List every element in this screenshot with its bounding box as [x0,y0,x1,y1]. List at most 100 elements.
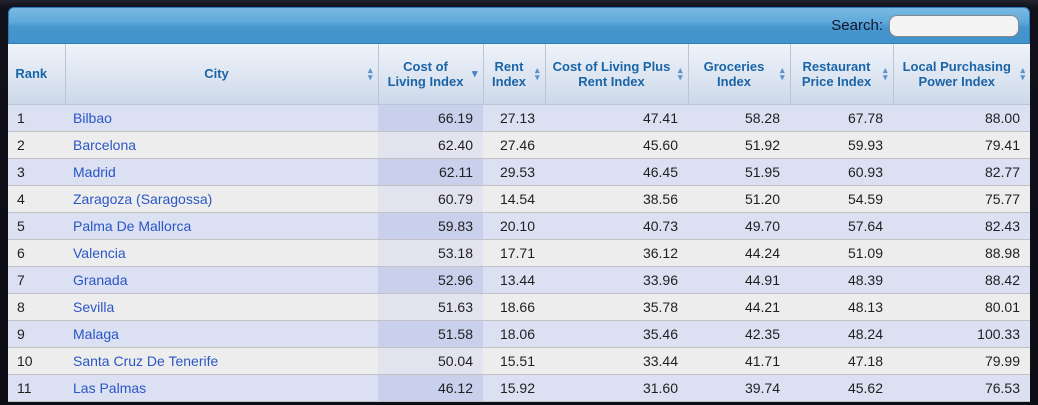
city-link[interactable]: Zaragoza (Saragossa) [73,190,213,207]
table-toolbar: Search: [8,7,1030,44]
city-cell: Santa Cruz De Tenerife [65,347,378,375]
datatable-container: Search: Rank City ▴ ▾ Cost of Living Index ▾ R… [8,7,1030,402]
value-cell: 82.77 [893,158,1030,186]
table-row: 8 Sevilla 51.63 18.66 35.78 44.21 48.13 80.01 [8,293,1030,321]
value-cell: 41.71 [688,347,790,375]
value-cell: 75.77 [893,185,1030,213]
value-cell: 48.13 [790,293,893,321]
value-cell: 80.01 [893,293,1030,321]
rank-cell: 1 [8,104,65,132]
table-row: 5 Palma De Mallorca 59.83 20.10 40.73 49.70 57… [8,212,1030,240]
value-cell: 18.06 [483,320,545,348]
value-cell: 88.42 [893,266,1030,294]
city-link[interactable]: Barcelona [73,136,137,153]
value-cell: 35.46 [545,320,688,348]
rank-cell: 4 [8,185,65,213]
city-cell: Las Palmas [65,374,378,402]
value-cell: 15.51 [483,347,545,375]
column-header-city[interactable]: City ▴ ▾ [65,44,379,105]
value-cell: 31.60 [545,374,688,402]
column-header-local-purchasing-power-index[interactable]: Local Purchasing Power Index ▴ ▾ [893,44,1030,105]
value-cell: 47.18 [790,347,893,375]
value-cell: 51.58 [378,320,483,348]
city-link[interactable]: Granada [73,271,128,288]
city-cell: Zaragoza (Saragossa) [65,185,378,213]
column-header-rank[interactable]: Rank [8,44,66,105]
sort-both-icon: ▴ ▾ [882,64,888,82]
rank-cell: 7 [8,266,65,294]
value-cell: 100.33 [893,320,1030,348]
table-row: 6 Valencia 53.18 17.71 36.12 44.24 51.09 88.98 [8,239,1030,267]
column-header-cost-of-living-plus-rent-index[interactable]: Cost of Living Plus Rent Index ▴ ▾ [545,44,689,105]
value-cell: 35.78 [545,293,688,321]
rank-cell: 5 [8,212,65,240]
table-body: 1 Bilbao 66.19 27.13 47.41 58.28 67.78 88.00 2 Ba… [8,104,1030,402]
value-cell: 15.92 [483,374,545,402]
value-cell: 60.93 [790,158,893,186]
city-link[interactable]: Madrid [73,163,116,180]
value-cell: 54.59 [790,185,893,213]
search-input[interactable] [889,14,1019,37]
city-link[interactable]: Bilbao [73,109,112,126]
city-link[interactable]: Valencia [73,244,126,261]
value-cell: 13.44 [483,266,545,294]
value-cell: 42.35 [688,320,790,348]
sort-desc-icon: ▾ [471,67,478,80]
city-cell: Valencia [65,239,378,267]
city-cell: Granada [65,266,378,294]
column-header-label: Rent Index [492,58,526,89]
column-header-rent-index[interactable]: Rent Index ▴ ▾ [483,44,546,105]
value-cell: 82.43 [893,212,1030,240]
value-cell: 53.18 [378,239,483,267]
city-link[interactable]: Malaga [73,325,119,342]
value-cell: 52.96 [378,266,483,294]
column-header-cost-of-living-index[interactable]: Cost of Living Index ▾ [378,44,484,105]
sort-both-icon: ▴ ▾ [367,64,373,82]
value-cell: 17.71 [483,239,545,267]
column-header-restaurant-price-index[interactable]: Restaurant Price Index ▴ ▾ [790,44,894,105]
value-cell: 46.45 [545,158,688,186]
city-link[interactable]: Sevilla [73,298,115,315]
city-cell: Sevilla [65,293,378,321]
value-cell: 62.11 [378,158,483,186]
value-cell: 44.21 [688,293,790,321]
sort-both-icon: ▴ ▾ [534,64,540,82]
value-cell: 33.96 [545,266,688,294]
value-cell: 79.41 [893,131,1030,159]
city-cell: Palma De Mallorca [65,212,378,240]
value-cell: 59.83 [378,212,483,240]
value-cell: 14.54 [483,185,545,213]
value-cell: 59.93 [790,131,893,159]
rank-cell: 10 [8,347,65,375]
value-cell: 51.20 [688,185,790,213]
table-header: Rank City ▴ ▾ Cost of Living Index ▾ Rent Inde… [8,44,1030,105]
column-header-label: Cost of Living Index [387,58,464,89]
value-cell: 57.64 [790,212,893,240]
table-row: 2 Barcelona 62.40 27.46 45.60 51.92 59.93 79.41 [8,131,1030,159]
value-cell: 88.00 [893,104,1030,132]
value-cell: 62.40 [378,131,483,159]
sort-both-icon: ▴ ▾ [1020,64,1025,82]
value-cell: 88.98 [893,239,1030,267]
column-header-label: Restaurant Price Index [801,58,872,89]
value-cell: 27.46 [483,131,545,159]
rank-cell: 6 [8,239,65,267]
value-cell: 51.92 [688,131,790,159]
city-link[interactable]: Las Palmas [73,379,147,396]
value-cell: 46.12 [378,374,483,402]
value-cell: 39.74 [688,374,790,402]
value-cell: 44.24 [688,239,790,267]
value-cell: 50.04 [378,347,483,375]
rank-cell: 11 [8,374,65,402]
column-header-groceries-index[interactable]: Groceries Index ▴ ▾ [688,44,791,105]
city-link[interactable]: Palma De Mallorca [73,217,192,234]
cost-of-living-table: Rank City ▴ ▾ Cost of Living Index ▾ Rent Inde… [8,44,1030,402]
value-cell: 51.63 [378,293,483,321]
value-cell: 60.79 [378,185,483,213]
city-link[interactable]: Santa Cruz De Tenerife [73,352,219,369]
value-cell: 20.10 [483,212,545,240]
rank-cell: 3 [8,158,65,186]
value-cell: 27.13 [483,104,545,132]
value-cell: 67.78 [790,104,893,132]
value-cell: 51.09 [790,239,893,267]
